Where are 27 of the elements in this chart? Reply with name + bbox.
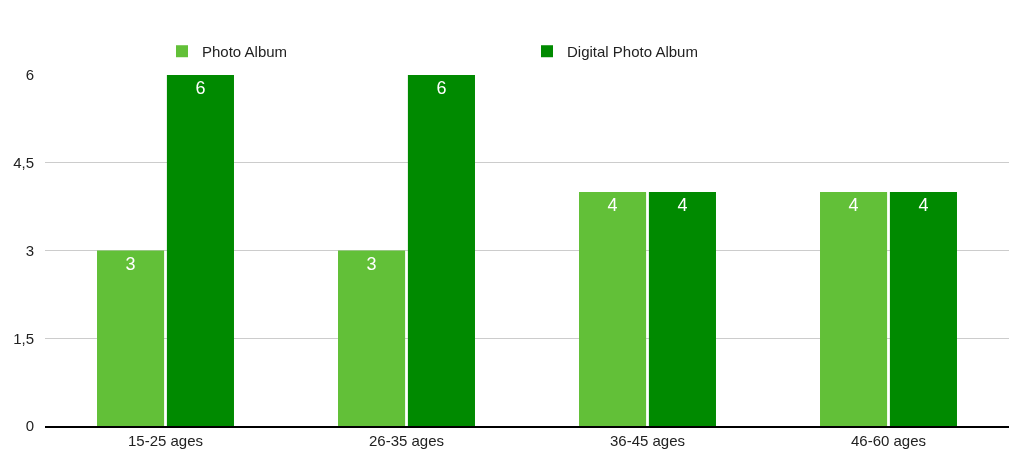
y-tick-label: 4,5 <box>13 154 34 171</box>
bar <box>648 192 716 426</box>
data-label: 6 <box>436 78 447 98</box>
y-tick-label: 1,5 <box>13 329 34 347</box>
legend-label: Digital Photo Album <box>567 43 698 61</box>
bar <box>579 192 647 426</box>
y-tick-label: 6 <box>25 66 34 84</box>
bar <box>97 250 165 426</box>
data-label: 4 <box>918 195 929 215</box>
bar <box>889 192 957 426</box>
bar <box>166 75 234 426</box>
data-label: 4 <box>607 195 618 215</box>
data-label: 4 <box>677 195 688 215</box>
x-tick-label: 15-25 ages <box>127 431 204 449</box>
data-label: 6 <box>195 78 206 98</box>
y-tick-label: 3 <box>25 241 34 259</box>
data-label: 4 <box>848 195 859 215</box>
data-label: 3 <box>125 253 136 274</box>
bar <box>820 192 888 426</box>
y-tick-label: 0 <box>25 417 34 435</box>
x-tick-label: 36-45 ages <box>609 431 686 449</box>
bar <box>338 250 406 426</box>
data-label: 3 <box>366 253 377 274</box>
x-tick-label: 46-60 ages <box>850 431 927 449</box>
x-tick-label: 26-35 ages <box>368 431 445 449</box>
legend-label: Photo Album <box>202 43 288 61</box>
bar <box>407 75 475 426</box>
